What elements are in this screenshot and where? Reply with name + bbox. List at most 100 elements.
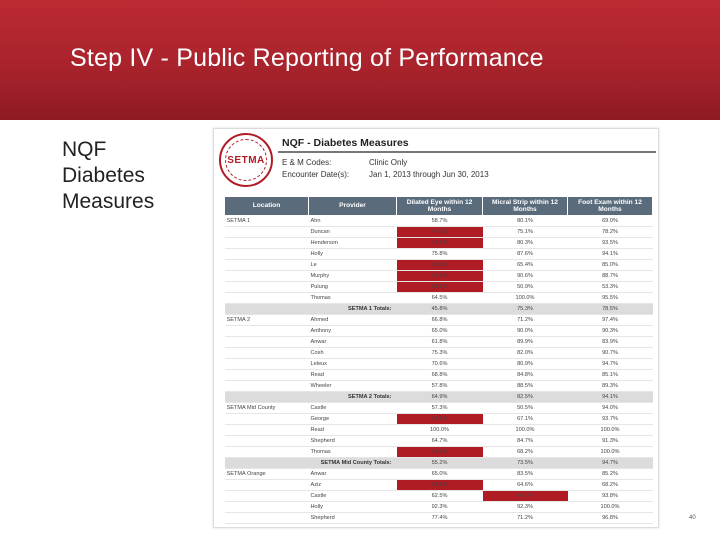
- provider-cell: Shepherd: [308, 512, 397, 524]
- provider-cell: George: [308, 413, 397, 425]
- measure-value-cell: 94.1%: [567, 391, 653, 403]
- location-cell: [224, 347, 309, 359]
- location-cell: SETMA Mid County: [224, 402, 309, 414]
- seal-text: SETMA: [227, 154, 265, 166]
- measure-value-cell: 71.2%: [482, 314, 568, 326]
- location-cell: [224, 501, 309, 513]
- location-cell: [224, 325, 309, 337]
- location-cell: SETMA 1: [224, 215, 309, 227]
- measure-value-cell: 89.9%: [482, 336, 568, 348]
- setma-seal-logo: SETMA: [219, 133, 273, 187]
- table-row: Wheeler 57.8% 88.5% 89.3%: [224, 380, 653, 392]
- location-cell: [224, 424, 309, 436]
- measure-value-cell: 77.4%: [396, 512, 483, 524]
- location-cell: [224, 457, 309, 469]
- measure-value-cell: 47.2%: [396, 226, 483, 238]
- measure-value-cell: 41.9%: [396, 270, 483, 282]
- measure-value-cell: 88.7%: [567, 270, 653, 282]
- measure-value-cell: 89.3%: [567, 380, 653, 392]
- measure-value-cell: 92.3%: [396, 501, 483, 513]
- measure-value-cell: 55.2%: [396, 457, 483, 469]
- side-label-line: Measures: [62, 190, 155, 213]
- meta-label: E & M Codes:: [282, 158, 332, 167]
- provider-cell: Anwar: [308, 336, 397, 348]
- measure-value-cell: 75.1%: [482, 226, 568, 238]
- location-cell: [224, 369, 309, 381]
- table-row: Aziz 31.8% 64.6% 68.2%: [224, 479, 653, 491]
- measure-value-cell: 80.3%: [482, 237, 568, 249]
- measure-value-cell: 64.9%: [396, 391, 483, 403]
- measure-value-cell: 50.9%: [482, 281, 568, 293]
- table-row: Read 100.0% 100.0% 100.0%: [224, 424, 653, 436]
- table-body: SETMA 1 Ahn 58.7% 80.1% 69.0% Duncan 47.2% 75.1…: [224, 215, 653, 524]
- table-row: Thomas 42.2% 68.2% 100.0%: [224, 446, 653, 458]
- measure-value-cell: 90.3%: [567, 325, 653, 337]
- location-cell: [224, 237, 309, 249]
- measure-value-cell: 64.7%: [396, 435, 483, 447]
- location-cell: [224, 413, 309, 425]
- table-row: Henderson 45.8% 80.3% 93.5%: [224, 237, 653, 249]
- provider-cell: Anwar: [308, 468, 397, 480]
- provider-cell: Aziz: [308, 479, 397, 491]
- provider-cell: Wheeler: [308, 380, 397, 392]
- provider-cell: Henderson: [308, 237, 397, 249]
- side-label: NQF Diabetes Measures: [62, 137, 202, 215]
- side-label-line: Diabetes: [62, 164, 145, 187]
- measure-value-cell: 75.3%: [482, 303, 568, 315]
- measure-value-cell: 50.5%: [482, 402, 568, 414]
- title-divider: [278, 151, 656, 153]
- provider-cell: Castle: [308, 490, 397, 502]
- location-cell: [224, 303, 309, 315]
- measure-value-cell: 83.5%: [482, 468, 568, 480]
- measure-value-cell: 90.6%: [482, 270, 568, 282]
- table-row: Shepherd 77.4% 71.2% 96.8%: [224, 512, 653, 524]
- measure-value-cell: 90.7%: [567, 347, 653, 359]
- seal-ring: [225, 139, 267, 181]
- column-header: Foot Exam within 12 Months: [567, 196, 653, 216]
- table-row: Murphy 41.9% 90.6% 88.7%: [224, 270, 653, 282]
- provider-cell: Read: [308, 369, 397, 381]
- column-header: Location: [224, 196, 309, 216]
- measure-value-cell: 65.0%: [396, 468, 483, 480]
- measure-value-cell: 65.0%: [396, 325, 483, 337]
- measure-value-cell: 78.5%: [567, 303, 653, 315]
- slide-header: Step IV - Public Reporting of Performanc…: [0, 0, 720, 120]
- provider-cell: Holly: [308, 248, 397, 260]
- provider-cell: Shepherd: [308, 435, 397, 447]
- measure-value-cell: 68.8%: [396, 369, 483, 381]
- location-cell: [224, 292, 309, 304]
- measure-value-cell: 85.1%: [567, 369, 653, 381]
- provider-cell: Castle: [308, 402, 397, 414]
- measure-value-cell: 82.0%: [482, 347, 568, 359]
- measure-value-cell: 90.0%: [482, 325, 568, 337]
- measure-value-cell: 100.0%: [567, 446, 653, 458]
- meta-value: Jan 1, 2013 through Jun 30, 2013: [369, 170, 489, 179]
- measure-value-cell: 38.2%: [396, 259, 483, 271]
- measure-value-cell: 73.5%: [482, 457, 568, 469]
- table-row: Le 38.2% 65.4% 85.0%: [224, 259, 653, 271]
- measure-value-cell: 34.8%: [396, 281, 483, 293]
- provider-cell: Cosh: [308, 347, 397, 359]
- location-cell: [224, 391, 309, 403]
- measure-value-cell: 95.5%: [567, 292, 653, 304]
- column-header: Provider: [308, 196, 397, 216]
- page-number: 40: [689, 515, 696, 521]
- measure-value-cell: 84.8%: [482, 369, 568, 381]
- table-row: Castle 62.5% 46.9% 93.8%: [224, 490, 653, 502]
- location-cell: [224, 446, 309, 458]
- location-cell: [224, 259, 309, 271]
- location-cell: [224, 435, 309, 447]
- measure-value-cell: 78.2%: [567, 226, 653, 238]
- measure-value-cell: 71.2%: [482, 512, 568, 524]
- provider-cell: Leleux: [308, 358, 397, 370]
- measure-value-cell: 91.3%: [567, 435, 653, 447]
- location-cell: [224, 270, 309, 282]
- table-row: SETMA 1 Ahn 58.7% 80.1% 69.0%: [224, 215, 653, 227]
- provider-cell: Ahn: [308, 215, 397, 227]
- provider-cell: Murphy: [308, 270, 397, 282]
- table-row: SETMA 2 Ahmed 66.8% 71.2% 97.4%: [224, 314, 653, 326]
- measure-value-cell: 45.8%: [396, 237, 483, 249]
- provider-cell: Holly: [308, 501, 397, 513]
- table-total-row: SETMA 2 Totals: 64.9% 82.5% 94.1%: [224, 391, 653, 403]
- provider-cell: Le: [308, 259, 397, 271]
